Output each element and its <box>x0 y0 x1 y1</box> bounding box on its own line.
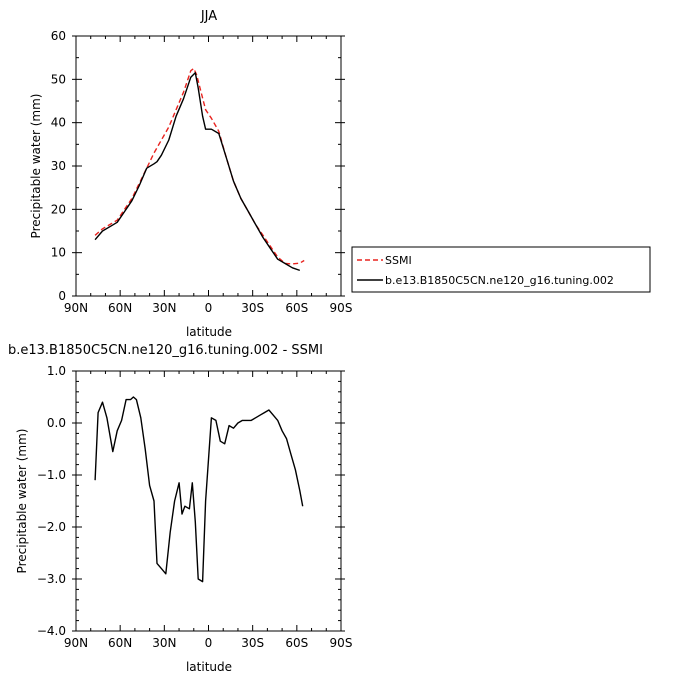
panel-top: JJA 90N 60N 30N 0 30S 60S 90S 0 10 20 30 40 50 60 lat… <box>29 9 352 339</box>
panel-bottom-xlabel: latitude <box>186 660 232 674</box>
x-tick-label-top-3: 0 <box>205 301 213 315</box>
y-tick-label-top-1: 10 <box>51 246 66 260</box>
y-tick-label-bottom-0: −4.0 <box>37 624 66 638</box>
x-tick-label-top-4: 30S <box>241 301 264 315</box>
y-tick-label-top-2: 20 <box>51 202 66 216</box>
legend: SSMI b.e13.B1850C5CN.ne120_g16.tuning.00… <box>351 246 651 293</box>
legend-box <box>351 246 651 293</box>
x-tick-label-bottom-5: 60S <box>285 636 308 650</box>
y-tick-label-top-3: 30 <box>51 159 66 173</box>
x-tick-label-top-5: 60S <box>285 301 308 315</box>
x-tick-label-bottom-1: 60N <box>108 636 132 650</box>
legend-label-model: b.e13.B1850C5CN.ne120_g16.tuning.002 <box>385 274 614 287</box>
panel-bottom-ylabel: Precipitable water (mm) <box>15 429 29 574</box>
panel-top-ticks: 90N 60N 30N 0 30S 60S 90S 0 10 20 30 40 50 60 <box>51 29 353 315</box>
panel-bottom: b.e13.B1850C5CN.ne120_g16.tuning.002 - S… <box>8 343 352 674</box>
y-tick-label-bottom-1: −3.0 <box>37 572 66 586</box>
panel-bottom-series <box>94 396 304 583</box>
x-tick-label-bottom-3: 0 <box>205 636 213 650</box>
x-tick-label-bottom-4: 30S <box>241 636 264 650</box>
x-tick-label-top-0: 90N <box>64 301 88 315</box>
series-line-bottom-0 <box>94 396 304 583</box>
y-tick-label-bottom-5: 1.0 <box>47 364 66 378</box>
y-tick-label-top-5: 50 <box>51 72 66 86</box>
panel-top-frame <box>75 35 342 297</box>
panel-top-ylabel: Precipitable water (mm) <box>29 94 43 239</box>
panel-top-series <box>94 67 305 272</box>
panel-bottom-title: b.e13.B1850C5CN.ne120_g16.tuning.002 - S… <box>8 343 323 358</box>
y-tick-label-bottom-3: −1.0 <box>37 468 66 482</box>
series-line-top-1 <box>94 72 301 272</box>
panel-top-xlabel: latitude <box>186 325 232 339</box>
legend-label-ssmi: SSMI <box>385 254 412 267</box>
x-tick-label-top-6: 90S <box>330 301 353 315</box>
x-tick-label-top-1: 60N <box>108 301 132 315</box>
y-tick-label-top-6: 60 <box>51 29 66 43</box>
panel-bottom-ticks: 90N 60N 30N 0 30S 60S 90S −4.0 −3.0 −2.0 −1.0 0.0 1.… <box>37 364 353 650</box>
y-tick-label-top-0: 0 <box>58 289 66 303</box>
y-tick-label-bottom-4: 0.0 <box>47 416 66 430</box>
panel-top-title: JJA <box>200 9 217 24</box>
x-tick-label-bottom-0: 90N <box>64 636 88 650</box>
x-tick-label-bottom-6: 90S <box>330 636 353 650</box>
y-tick-label-bottom-2: −2.0 <box>37 520 66 534</box>
y-tick-label-top-4: 40 <box>51 116 66 130</box>
x-tick-label-bottom-2: 30N <box>152 636 176 650</box>
x-tick-label-top-2: 30N <box>152 301 176 315</box>
